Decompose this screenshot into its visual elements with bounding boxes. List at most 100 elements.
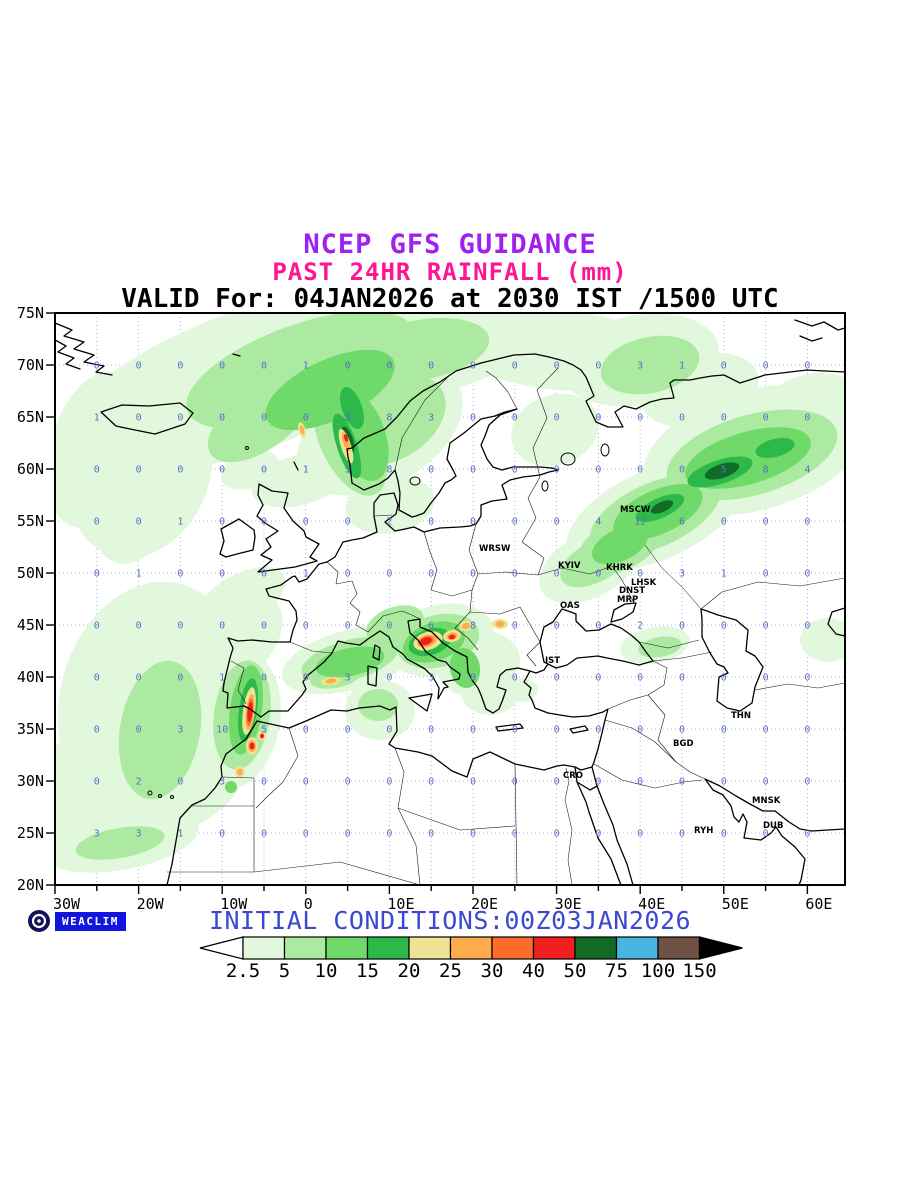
- gridpoint-value: 0: [721, 361, 727, 372]
- city-label-ryh: RYH: [694, 826, 713, 836]
- gridpoint-value: 0: [470, 725, 476, 736]
- rain-blob: [325, 678, 337, 684]
- gridpoint-value: 0: [386, 569, 392, 580]
- lake-vanern: [409, 476, 421, 486]
- gridpoint-value: 0: [721, 621, 727, 632]
- gridpoint-value: 8: [763, 465, 769, 476]
- rain-blob: [420, 637, 432, 645]
- gridpoint-value: 0: [554, 517, 560, 528]
- gridpoint-value: 0: [554, 673, 560, 684]
- gridpoint-value: 0: [512, 465, 518, 476]
- colorbar-segment: [366, 936, 410, 960]
- gridpoint-value: 0: [303, 621, 309, 632]
- gridpoint-value: 0: [94, 361, 100, 372]
- gridpoint-value: 0: [261, 569, 267, 580]
- colorbar-segment: [574, 936, 618, 960]
- rain-blob: [315, 646, 385, 678]
- gridpoint-value: 0: [470, 465, 476, 476]
- gridpoint-value: 0: [637, 777, 643, 788]
- rain-blob: [358, 689, 398, 721]
- gridpoint-value: 2: [637, 621, 643, 632]
- colorbar-label: 15: [356, 960, 379, 982]
- rain-blob: [650, 500, 674, 514]
- gridpoint-value: 3: [428, 413, 434, 424]
- lon-tick-label: 30E: [555, 895, 582, 913]
- gridpoint-value: 0: [261, 673, 267, 684]
- coast-sicily: [408, 693, 433, 712]
- gridpoint-value: 3: [345, 413, 351, 424]
- faroe-island: [245, 446, 249, 450]
- colorbar-label: 50: [564, 960, 587, 982]
- valid-time-line: VALID For: 04JAN2026 at 2030 IST /1500 U…: [121, 284, 779, 314]
- weaclim-logo: WEACLIM: [26, 908, 126, 934]
- gridpoint-value: 0: [679, 413, 685, 424]
- gridpoint-value: 0: [679, 673, 685, 684]
- gridpoint-value: 0: [804, 517, 810, 528]
- rain-blob: [449, 648, 481, 688]
- gridpoint-value: 1: [303, 569, 309, 580]
- rain-blob: [462, 622, 470, 630]
- gridpoint-value: 3: [177, 725, 183, 736]
- gridpoint-value: 0: [637, 725, 643, 736]
- lon-tick-label: 10E: [387, 895, 414, 913]
- coast-sardinia: [367, 665, 378, 687]
- gridpoint-value: 0: [637, 569, 643, 580]
- gridpoint-value: 0: [428, 829, 434, 840]
- gridpoint-value: 0: [94, 569, 100, 580]
- colorbar-segment: [283, 936, 327, 960]
- gridpoint-value: 0: [512, 777, 518, 788]
- gridpoint-value: 0: [595, 465, 601, 476]
- colorbar-segment: [449, 936, 493, 960]
- gridpoint-value: 0: [428, 465, 434, 476]
- lake-ladoga: [560, 452, 576, 466]
- rain-blob: [247, 702, 253, 722]
- gridpoint-value: 1: [679, 361, 685, 372]
- rain-blob: [502, 678, 538, 702]
- gridpoint-value: 0: [386, 673, 392, 684]
- lon-tick-label: 0: [304, 895, 313, 913]
- river-volga: [644, 544, 702, 610]
- gridpoint-value: 0: [261, 465, 267, 476]
- gridpoint-value: 1: [177, 829, 183, 840]
- city-label-thn: THN: [731, 711, 751, 721]
- gridpoint-value: 0: [595, 621, 601, 632]
- gridpoint-value: 0: [136, 725, 142, 736]
- colorbar-segment: [242, 936, 286, 960]
- gridpoint-value: 2: [386, 517, 392, 528]
- colorbar-legend: 2.5 5 10 15 20 25 30 40 50 75 100 150: [199, 936, 743, 982]
- country-borders: [167, 367, 845, 885]
- colorbar-label: 2.5: [226, 960, 260, 982]
- lat-tick-label: 65N: [17, 408, 44, 426]
- gridpoint-value: 0: [721, 673, 727, 684]
- gridpoint-value: 0: [428, 361, 434, 372]
- gridpoint-value: 0: [386, 361, 392, 372]
- city-label-lhsk: LHSK: [631, 578, 657, 588]
- lon-tick-label: 30W: [53, 895, 81, 913]
- colorbar-label: 30: [481, 960, 504, 982]
- coast-marmara: [529, 663, 549, 674]
- colorbar-label: 20: [398, 960, 421, 982]
- gridpoint-value: 0: [512, 621, 518, 632]
- lat-tick-label: 50N: [17, 564, 44, 582]
- gridpoint-value: 0: [595, 413, 601, 424]
- gridpoint-value: 0: [177, 361, 183, 372]
- gridpoint-value: 8: [386, 413, 392, 424]
- city-label-ist: IST: [545, 656, 560, 666]
- gridpoint-value: 0: [637, 673, 643, 684]
- coast-cyprus: [569, 725, 589, 734]
- gridpoint-value: 1: [303, 465, 309, 476]
- colorbar-segment: [532, 936, 576, 960]
- gridpoint-value: 0: [177, 413, 183, 424]
- gridpoint-value: 8: [386, 465, 392, 476]
- gridpoint-value: 0: [554, 829, 560, 840]
- gridpoint-value: 0: [763, 361, 769, 372]
- gridpoint-value: 0: [470, 673, 476, 684]
- lon-tick-label: 60E: [805, 895, 832, 913]
- coast-ireland: [219, 518, 256, 558]
- coast-arctic-island: [799, 335, 823, 342]
- gridpoint-value: 0: [136, 673, 142, 684]
- gridpoint-value: 0: [512, 361, 518, 372]
- lon-tick-label: 50E: [722, 895, 749, 913]
- lat-tick-label: 20N: [17, 876, 44, 894]
- colorbar-segment: [325, 936, 369, 960]
